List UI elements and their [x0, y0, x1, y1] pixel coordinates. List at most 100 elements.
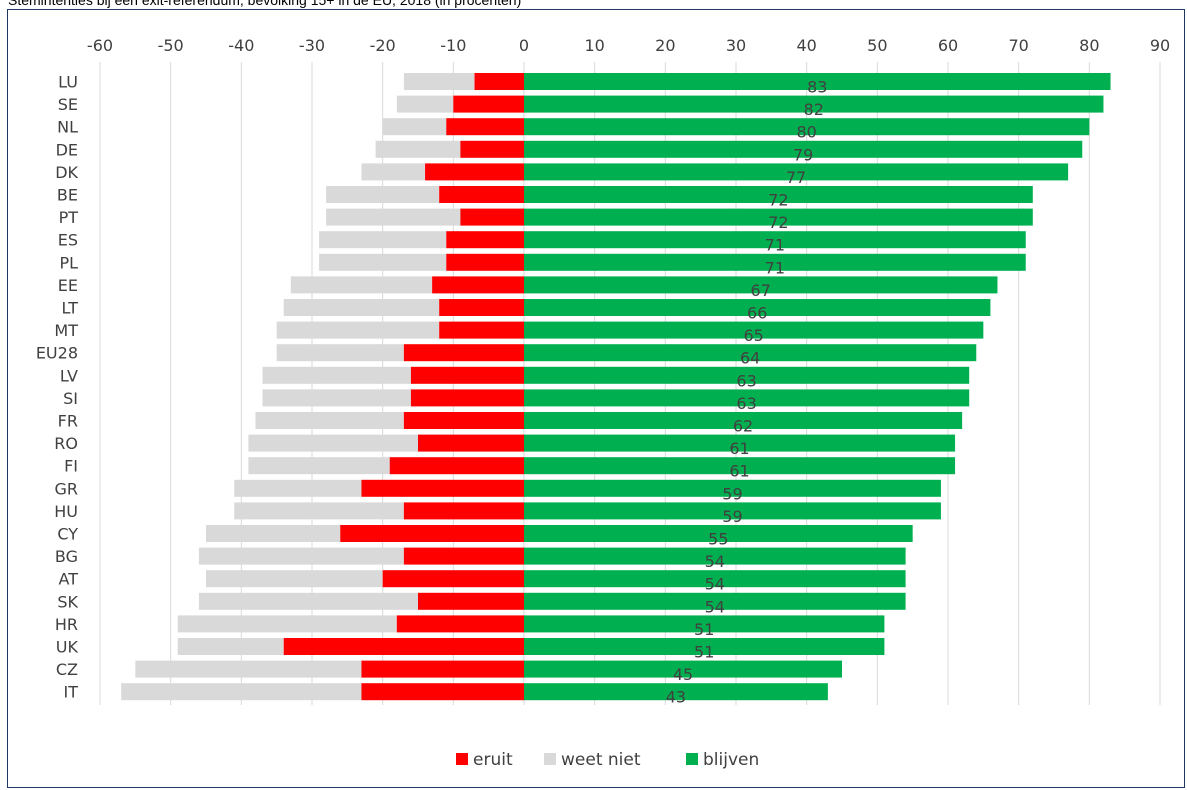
category-label: RO — [54, 434, 78, 453]
legend-label: blijven — [703, 750, 759, 770]
data-label: 54 — [705, 552, 725, 571]
x-tick-label: 0 — [519, 36, 529, 55]
bar-blijven — [524, 163, 1069, 181]
bar-blijven — [524, 592, 906, 610]
category-label: BE — [57, 186, 78, 205]
bar-weet-niet — [375, 140, 461, 158]
legend-swatch — [544, 753, 556, 765]
data-labels: 83 82 80 79 77 72 72 71 71 67 66 65 64 63 63 62 61 61 59 59… — [666, 78, 828, 707]
category-label: SK — [57, 592, 78, 611]
bar-eruit — [403, 412, 524, 429]
data-label: 80 — [796, 123, 816, 142]
data-label: 64 — [740, 349, 760, 368]
bar-weet-niet — [248, 434, 418, 452]
x-tick-label: -20 — [370, 36, 396, 55]
bar-weet-niet — [177, 638, 284, 655]
bar-blijven — [524, 366, 970, 384]
x-tick-label: 30 — [726, 36, 746, 55]
data-label: 77 — [786, 168, 806, 187]
bar-weet-niet — [248, 457, 390, 475]
x-tick-label: 70 — [1008, 36, 1028, 55]
bar-eruit — [425, 163, 524, 181]
bar-blijven — [524, 615, 885, 633]
x-tick-label: 50 — [867, 36, 887, 55]
bar-blijven — [524, 208, 1033, 226]
category-label: SI — [63, 389, 78, 408]
data-label: 55 — [708, 530, 728, 549]
category-label: EU28 — [36, 344, 78, 363]
bar-eruit — [418, 592, 524, 610]
bar-blijven — [524, 638, 885, 655]
x-tick-label: 40 — [796, 36, 816, 55]
bar-blijven — [524, 547, 906, 565]
bar-blijven — [524, 434, 956, 452]
category-label: HU — [54, 502, 78, 521]
data-label: 61 — [729, 462, 749, 481]
category-label: FI — [64, 457, 78, 476]
bar-weet-niet — [403, 73, 475, 90]
bar-eruit — [439, 299, 524, 316]
category-label: UK — [56, 638, 79, 657]
bar-weet-niet — [262, 366, 411, 384]
category-label: PT — [59, 208, 79, 227]
bar-blijven — [524, 457, 956, 475]
x-tick-label: 80 — [1079, 36, 1099, 55]
category-label: SE — [58, 95, 78, 114]
bar-blijven — [524, 344, 977, 362]
bar-weet-niet — [234, 502, 404, 520]
category-label: NL — [57, 118, 78, 137]
bar-weet-niet — [319, 231, 447, 249]
category-label: MT — [54, 321, 78, 340]
data-label: 54 — [705, 575, 725, 594]
bar-weet-niet — [276, 344, 404, 362]
data-label: 65 — [743, 326, 763, 345]
bar-eruit — [403, 344, 524, 362]
bar-eruit — [418, 434, 524, 452]
bar-weet-niet — [290, 276, 433, 294]
bar-weet-niet — [177, 615, 397, 633]
x-tick-label: 10 — [584, 36, 604, 55]
bar-eruit — [432, 276, 524, 294]
bar-blijven — [524, 231, 1026, 249]
bar-eruit — [361, 683, 524, 701]
category-label: LU — [58, 73, 78, 92]
x-axis-ticks: -60 -50 -40 -30 -20 -10 0 10 20 30 40 50 60 70 80 90 — [87, 36, 1170, 55]
bar-eruit — [340, 525, 524, 542]
category-labels: LU SE NL DE DK BE PT ES PL EE LT MT EU28 LV SI FR RO FI GR… — [36, 73, 79, 702]
bar-eruit — [361, 479, 524, 497]
bar-weet-niet — [198, 592, 418, 610]
data-label: 63 — [736, 371, 756, 390]
x-tick-label: 60 — [938, 36, 958, 55]
x-tick-label: -40 — [228, 36, 254, 55]
x-tick-label: 90 — [1150, 36, 1170, 55]
bar-weet-niet — [361, 163, 426, 181]
bar-weet-niet — [255, 412, 404, 429]
bars — [121, 73, 1111, 701]
bar-weet-niet — [206, 525, 341, 542]
bar-blijven — [524, 73, 1111, 90]
bar-weet-niet — [283, 299, 440, 316]
bar-eruit — [446, 118, 524, 136]
bar-eruit — [460, 140, 524, 158]
legend-label: weet niet — [561, 750, 641, 770]
bar-weet-niet — [382, 118, 447, 136]
legend-swatch — [686, 753, 698, 765]
bar-eruit — [410, 389, 524, 407]
bar-eruit — [361, 660, 524, 678]
category-label: BG — [55, 547, 78, 566]
bar-blijven — [524, 118, 1090, 136]
category-label: CZ — [56, 660, 78, 679]
data-label: 66 — [747, 304, 767, 323]
bar-blijven — [524, 299, 991, 316]
bar-weet-niet — [319, 253, 447, 271]
bar-eruit — [403, 502, 524, 520]
bar-weet-niet — [135, 660, 362, 678]
bar-blijven — [524, 502, 941, 520]
x-tick-label: -50 — [158, 36, 184, 55]
bar-eruit — [474, 73, 524, 90]
bar-blijven — [524, 253, 1026, 271]
category-label: DK — [55, 163, 78, 182]
bar-blijven — [524, 525, 913, 542]
category-label: LV — [60, 366, 78, 385]
